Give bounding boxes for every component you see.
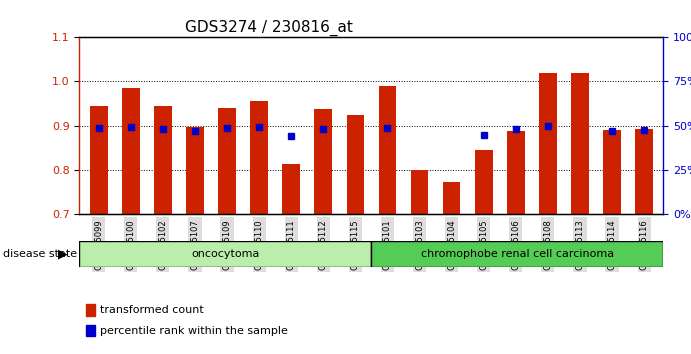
Bar (379, 86, 396, 214)
Bar (86, 304, 95, 316)
Bar (372, 241, 663, 267)
Bar (314, 109, 332, 214)
Bar (86, 325, 95, 336)
Bar (186, 127, 204, 214)
Bar (218, 108, 236, 214)
Bar (475, 149, 493, 214)
Bar (410, 170, 428, 214)
Bar (635, 129, 653, 214)
Bar (90, 106, 108, 214)
Bar (603, 130, 621, 214)
Bar (154, 106, 171, 214)
Bar (539, 73, 557, 214)
Text: disease state: disease state (3, 249, 77, 259)
Bar (250, 101, 268, 214)
Bar (507, 131, 524, 214)
Text: GDS3274 / 230816_at: GDS3274 / 230816_at (184, 19, 352, 36)
Text: percentile rank within the sample: percentile rank within the sample (100, 326, 288, 336)
Bar (347, 115, 364, 214)
Bar (443, 182, 460, 214)
Text: chromophobe renal cell carcinoma: chromophobe renal cell carcinoma (421, 249, 614, 259)
Bar (283, 164, 300, 214)
Bar (122, 88, 140, 214)
Text: oncocytoma: oncocytoma (191, 249, 260, 259)
Bar (79, 241, 372, 267)
Bar (571, 73, 589, 214)
Text: ▶: ▶ (58, 248, 68, 261)
Text: transformed count: transformed count (100, 305, 204, 315)
